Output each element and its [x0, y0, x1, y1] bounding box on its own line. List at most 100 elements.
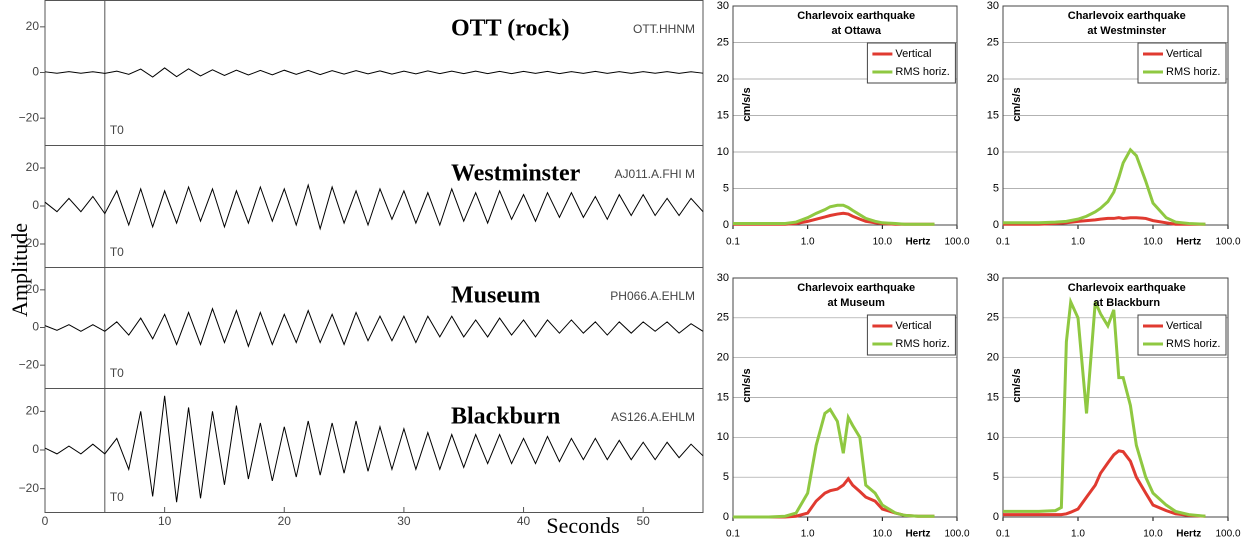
x-axis-label: Hertz: [1176, 237, 1201, 248]
spectrum-line: [733, 476, 935, 519]
x-tick-label: 0.1: [726, 237, 740, 248]
x-tick-label: 10: [158, 514, 172, 528]
y-axis-label: cm/s/s: [741, 87, 753, 121]
x-tick-label: 0.1: [996, 237, 1010, 248]
y-tick-label: 25: [717, 312, 729, 324]
chart-subtitle: at Blackburn: [1093, 297, 1160, 309]
spectrum-line: [733, 407, 935, 519]
station-name: Museum: [451, 283, 540, 309]
y-axis-label: cm/s/s: [1011, 368, 1023, 402]
marker-label: T0: [110, 245, 124, 259]
y-axis-label: Amplitude: [7, 223, 32, 317]
station-name: Blackburn: [451, 404, 560, 430]
y-tick-label: 20: [717, 73, 729, 85]
spectrum-line: [1003, 449, 1206, 518]
waveform: [44, 395, 704, 503]
x-tick-label: 100.0: [944, 237, 969, 248]
x-tick-label: 1.0: [801, 237, 815, 248]
y-tick-label: 10: [987, 431, 999, 443]
marker-label: T0: [110, 366, 124, 380]
spectrum-line: [733, 203, 935, 226]
y-tick-label: 20: [26, 160, 40, 174]
x-axis-label: Seconds: [546, 513, 619, 538]
legend-label: RMS horiz.: [1166, 338, 1220, 350]
plot-frame: [732, 277, 958, 518]
y-tick-label: −20: [19, 236, 40, 250]
y-tick-label: 25: [987, 312, 999, 324]
y-tick-label: −20: [19, 481, 40, 495]
spectrum-line: [1003, 147, 1206, 226]
legend-box: [866, 314, 956, 356]
chart-subtitle: at Westminster: [1087, 25, 1166, 37]
x-tick-label: 20: [278, 514, 292, 528]
spectrum-line: [1003, 296, 1206, 518]
y-tick-label: 0: [993, 219, 999, 231]
y-tick-label: 5: [993, 471, 999, 483]
y-tick-label: 15: [987, 109, 999, 121]
legend-label: Vertical: [1166, 320, 1202, 332]
y-tick-label: −20: [19, 357, 40, 371]
y-tick-label: 20: [987, 73, 999, 85]
y-tick-label: 0: [993, 511, 999, 523]
x-tick-label: 10.0: [1143, 237, 1163, 248]
waveform: [44, 307, 704, 348]
marker-label: T0: [110, 490, 124, 504]
y-tick-label: 5: [993, 182, 999, 194]
y-tick-label: 0: [32, 442, 39, 456]
station-name: Westminster: [451, 161, 581, 187]
chart-title: Charlevoix earthquake: [797, 282, 915, 294]
chart-title: Charlevoix earthquake: [797, 10, 915, 22]
x-tick-label: 10.0: [1143, 529, 1163, 540]
x-tick-label: 0: [42, 514, 49, 528]
legend-label: Vertical: [895, 48, 931, 60]
x-axis-label: Hertz: [905, 237, 930, 248]
y-tick-label: 10: [717, 146, 729, 158]
x-tick-label: 100.0: [1215, 529, 1240, 540]
y-tick-label: 30: [987, 272, 999, 284]
x-axis-label: Hertz: [1176, 529, 1201, 540]
y-tick-label: 0: [723, 511, 729, 523]
y-tick-label: 15: [987, 391, 999, 403]
x-tick-label: 0.1: [996, 529, 1010, 540]
y-tick-label: 15: [717, 109, 729, 121]
legend-label: RMS horiz.: [1166, 66, 1220, 78]
legend-label: RMS horiz.: [895, 66, 949, 78]
plot-frame: [1002, 277, 1229, 518]
legend-label: RMS horiz.: [895, 338, 949, 350]
x-tick-label: 1.0: [1071, 237, 1085, 248]
y-tick-label: 0: [723, 219, 729, 231]
x-tick-label: 40: [517, 514, 531, 528]
y-tick-label: 10: [717, 431, 729, 443]
plot-frame: [1002, 5, 1229, 226]
y-tick-label: 20: [987, 352, 999, 364]
y-axis-label: cm/s/s: [1011, 87, 1023, 121]
y-tick-label: 10: [987, 146, 999, 158]
chart-subtitle: at Museum: [827, 297, 885, 309]
legend-label: Vertical: [895, 320, 931, 332]
legend-box: [1137, 42, 1227, 84]
legend-label: Vertical: [1166, 48, 1202, 60]
y-tick-label: 30: [987, 0, 999, 12]
station-code: PH066.A.EHLM: [610, 289, 695, 303]
y-tick-label: 5: [723, 471, 729, 483]
x-tick-label: 1.0: [1071, 529, 1085, 540]
y-tick-label: 15: [717, 391, 729, 403]
x-tick-label: 100.0: [1215, 237, 1240, 248]
station-name: OTT (rock): [451, 16, 569, 42]
station-code: AS126.A.EHLM: [611, 410, 695, 424]
legend-box: [866, 42, 956, 84]
x-tick-label: 100.0: [944, 529, 969, 540]
x-tick-label: 10.0: [873, 529, 893, 540]
y-tick-label: 25: [987, 36, 999, 48]
x-tick-label: 50: [637, 514, 651, 528]
y-tick-label: 20: [26, 404, 40, 418]
chart-title: Charlevoix earthquake: [1068, 10, 1186, 22]
y-tick-label: 30: [717, 272, 729, 284]
chart-subtitle: at Ottawa: [831, 25, 881, 37]
plot-frame: [732, 5, 958, 226]
legend-box: [1137, 314, 1227, 356]
y-tick-label: 20: [26, 19, 40, 33]
y-tick-label: 0: [32, 198, 39, 212]
y-tick-label: −20: [19, 110, 40, 124]
station-code: OTT.HHNM: [633, 22, 695, 36]
